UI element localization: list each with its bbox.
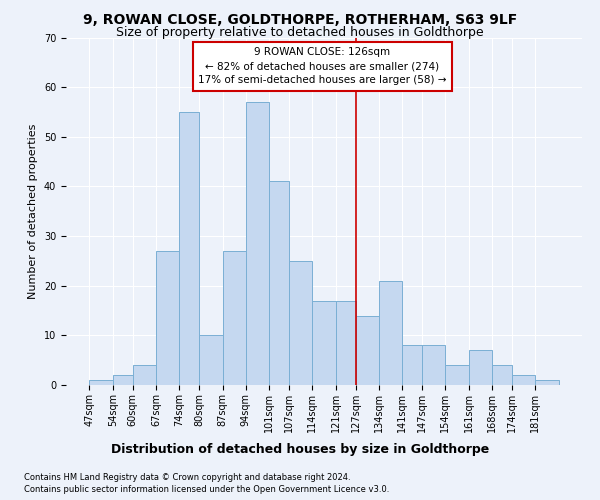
Bar	[402, 346, 422, 385]
Bar	[223, 251, 246, 385]
Bar	[246, 102, 269, 385]
Bar	[512, 375, 535, 385]
Bar	[199, 336, 223, 385]
Bar	[113, 375, 133, 385]
Bar	[89, 380, 113, 385]
Text: 9, ROWAN CLOSE, GOLDTHORPE, ROTHERHAM, S63 9LF: 9, ROWAN CLOSE, GOLDTHORPE, ROTHERHAM, S…	[83, 12, 517, 26]
Bar	[492, 365, 512, 385]
Bar	[269, 182, 289, 385]
Bar	[469, 350, 492, 385]
Bar	[379, 281, 402, 385]
Bar	[356, 316, 379, 385]
Text: Size of property relative to detached houses in Goldthorpe: Size of property relative to detached ho…	[116, 26, 484, 39]
Bar	[289, 261, 313, 385]
Bar	[422, 346, 445, 385]
Text: 9 ROWAN CLOSE: 126sqm
← 82% of detached houses are smaller (274)
17% of semi-det: 9 ROWAN CLOSE: 126sqm ← 82% of detached …	[198, 48, 446, 86]
Bar	[313, 300, 335, 385]
Text: Contains HM Land Registry data © Crown copyright and database right 2024.: Contains HM Land Registry data © Crown c…	[24, 472, 350, 482]
Bar	[179, 112, 199, 385]
Bar	[445, 365, 469, 385]
Bar	[335, 300, 356, 385]
Bar	[156, 251, 179, 385]
Text: Contains public sector information licensed under the Open Government Licence v3: Contains public sector information licen…	[24, 485, 389, 494]
Text: Distribution of detached houses by size in Goldthorpe: Distribution of detached houses by size …	[111, 442, 489, 456]
Bar	[535, 380, 559, 385]
Y-axis label: Number of detached properties: Number of detached properties	[28, 124, 38, 299]
Bar	[133, 365, 156, 385]
